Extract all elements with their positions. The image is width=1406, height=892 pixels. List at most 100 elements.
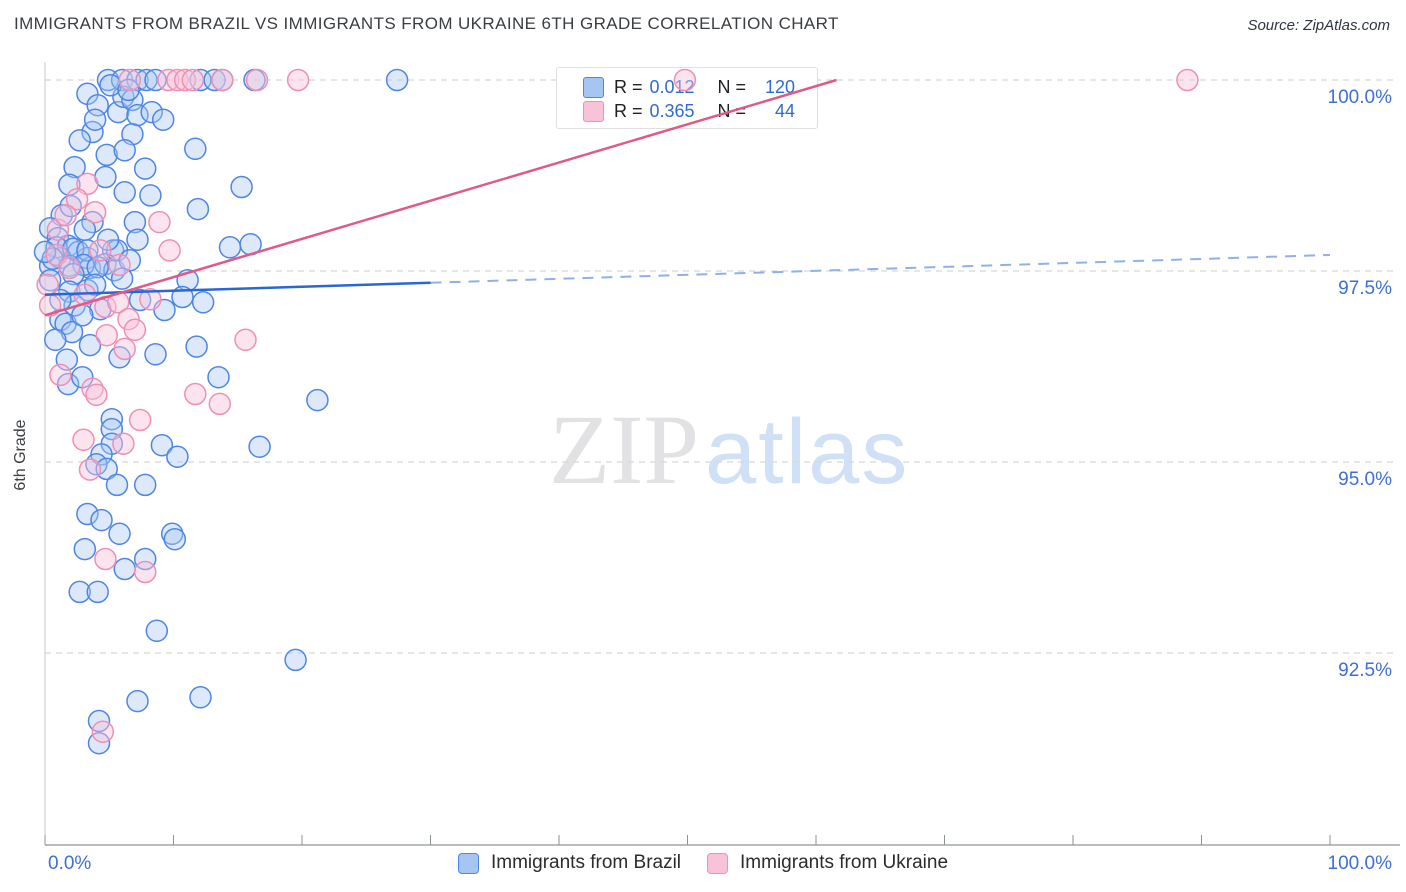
scatter-point	[113, 181, 136, 204]
scatter-point	[126, 689, 149, 713]
scatter-point	[286, 68, 310, 92]
correlation-stats-box: R = 0.012 N = 120 R = 0.365 N = 44	[556, 67, 818, 129]
scatter-point	[151, 108, 175, 131]
scatter-point	[67, 240, 90, 264]
scatter-point	[239, 233, 262, 256]
scatter-point	[86, 93, 109, 117]
scatter-point	[171, 285, 194, 309]
scatter-point	[90, 443, 113, 466]
scatter-point	[106, 100, 130, 124]
scatter-point	[73, 218, 97, 241]
scatter-point	[62, 262, 85, 286]
n-label: N =	[717, 76, 747, 97]
scatter-point	[144, 68, 167, 92]
scatter-point	[157, 68, 180, 92]
scatter-point	[65, 187, 89, 211]
stats-row-ukraine: R = 0.365 N = 44	[583, 99, 817, 123]
scatter-point	[36, 273, 59, 297]
scatter-point	[38, 254, 62, 277]
scatter-point	[284, 648, 307, 672]
scatter-point	[123, 210, 147, 234]
scatter-point	[135, 68, 158, 92]
scatter-point	[96, 228, 120, 251]
scatter-point	[95, 323, 118, 347]
scatter-point	[56, 372, 80, 396]
scatter-point	[49, 246, 72, 270]
scatter-point	[211, 68, 234, 92]
scatter-point	[230, 175, 253, 199]
scatter-point	[105, 473, 129, 497]
trend-line-solid	[44, 281, 431, 296]
scatter-point	[121, 88, 144, 112]
n-label: N =	[717, 100, 747, 121]
scatter-point	[110, 68, 134, 92]
scatter-point	[78, 256, 102, 280]
scatter-point	[38, 216, 62, 240]
scatter-point	[113, 557, 136, 581]
watermark-atlas: atlas	[705, 401, 910, 503]
n-value-brazil: 120	[764, 76, 796, 97]
scatter-point	[86, 255, 109, 279]
chart-legend: Immigrants from Brazil Immigrants from U…	[458, 852, 948, 874]
scatter-point	[73, 537, 97, 561]
scatter-point	[189, 68, 212, 92]
scatter-point	[71, 365, 94, 389]
scatter-point	[81, 377, 104, 400]
r-label: R =	[614, 100, 643, 121]
scatter-point	[166, 445, 189, 468]
scatter-point	[76, 172, 99, 196]
scatter-point	[139, 184, 162, 207]
scatter-point	[62, 237, 85, 261]
scatter-point	[96, 68, 120, 92]
scatter-point	[126, 103, 149, 127]
x-tick-label-max: 100.0%	[1327, 853, 1392, 874]
brazil-swatch-icon	[583, 76, 604, 98]
scatter-point	[160, 522, 184, 546]
scatter-point	[117, 307, 140, 331]
scatter-point	[126, 68, 149, 92]
scatter-point	[150, 433, 174, 457]
scatter-point	[78, 458, 102, 481]
scatter-point	[185, 335, 208, 358]
scatter-point	[1176, 68, 1199, 92]
scatter-point	[108, 522, 131, 546]
scatter-point	[95, 457, 118, 481]
legend-item-ukraine: Immigrants from Ukraine	[707, 852, 948, 874]
scatter-point	[184, 137, 207, 161]
scatter-point	[306, 388, 329, 412]
scatter-point	[58, 256, 81, 280]
scatter-point	[89, 239, 112, 262]
scatter-point	[60, 320, 84, 344]
scatter-point	[94, 295, 117, 319]
scatter-point	[71, 304, 94, 327]
scatter-point	[49, 308, 72, 332]
legend-label-ukraine: Immigrants from Ukraine	[740, 852, 949, 873]
scatter-point	[38, 268, 62, 292]
scatter-point	[58, 173, 81, 196]
scatter-point	[54, 203, 77, 227]
scatter-point	[45, 236, 68, 259]
scatter-point	[211, 68, 234, 92]
scatter-point	[94, 252, 117, 276]
scatter-point	[38, 294, 62, 317]
scatter-point	[148, 210, 171, 234]
watermark-zip: ZIP	[549, 394, 699, 505]
scatter-point	[100, 432, 124, 455]
scatter-point	[166, 68, 189, 92]
scatter-point	[81, 120, 104, 144]
scatter-point	[133, 157, 157, 180]
scatter-point	[49, 363, 72, 387]
y-tick-label-97-5: 97.5%	[1338, 278, 1392, 299]
scatter-point	[87, 731, 111, 755]
y-tick-label-100: 100.0%	[1327, 87, 1392, 108]
scatter-point	[44, 328, 67, 352]
scatter-point	[140, 100, 163, 124]
scatter-point	[121, 122, 144, 146]
scatter-point	[76, 239, 99, 262]
ukraine-swatch-icon	[583, 100, 604, 122]
scatter-point	[78, 333, 102, 357]
scatter-point	[158, 239, 181, 262]
scatter-point	[33, 240, 57, 264]
scatter-point	[118, 249, 142, 272]
scatter-point	[184, 382, 207, 406]
